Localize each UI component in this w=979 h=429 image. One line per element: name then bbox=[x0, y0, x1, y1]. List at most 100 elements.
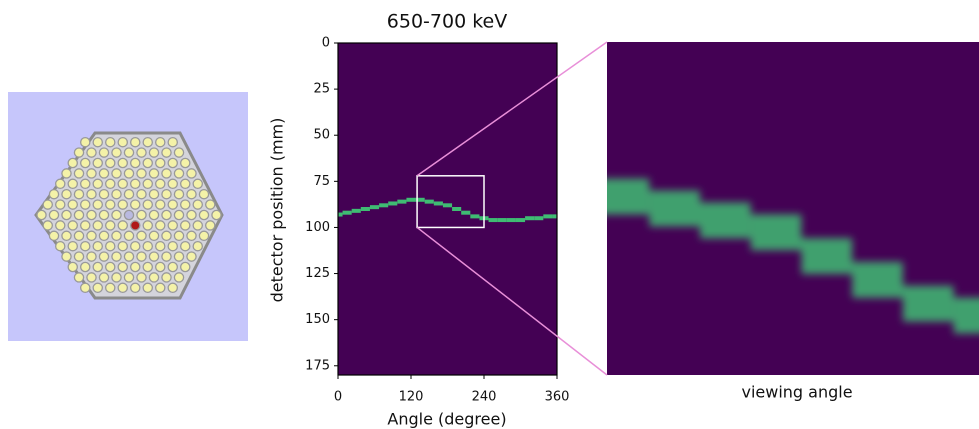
pin bbox=[111, 147, 122, 158]
y-tick-label: 50 bbox=[313, 128, 330, 143]
pin bbox=[154, 136, 166, 148]
pin bbox=[173, 230, 185, 242]
pin bbox=[61, 251, 72, 262]
pin bbox=[92, 199, 104, 210]
pin bbox=[142, 282, 153, 294]
pin bbox=[167, 261, 178, 273]
trace-cell bbox=[525, 216, 535, 221]
pin bbox=[161, 147, 172, 158]
zoom-trace-cell bbox=[801, 238, 853, 275]
y-tick-label: 150 bbox=[305, 312, 330, 327]
pin bbox=[73, 147, 85, 158]
pin bbox=[186, 188, 197, 200]
pin bbox=[117, 240, 129, 252]
pin bbox=[92, 220, 104, 231]
pin bbox=[105, 199, 116, 210]
pin bbox=[173, 188, 185, 200]
pin bbox=[86, 188, 97, 200]
zoom-trace-cell bbox=[649, 190, 700, 227]
x-axis-label: Angle (degree) bbox=[387, 410, 506, 429]
zoom-trace-cell bbox=[700, 202, 751, 239]
trace-cell bbox=[360, 207, 370, 211]
pin bbox=[179, 157, 191, 169]
pin bbox=[148, 272, 160, 283]
trace-cell bbox=[338, 212, 343, 217]
pin bbox=[167, 220, 178, 231]
pin bbox=[173, 147, 185, 158]
pin bbox=[80, 261, 91, 273]
y-axis-label: detector position (mm) bbox=[268, 118, 287, 303]
pin bbox=[42, 199, 54, 210]
trace-cell bbox=[442, 203, 453, 208]
pin bbox=[105, 282, 116, 294]
pin bbox=[123, 188, 135, 200]
pin bbox=[86, 272, 97, 283]
pin bbox=[86, 209, 97, 221]
pin bbox=[73, 230, 85, 242]
trace-cell bbox=[543, 214, 553, 219]
pin bbox=[154, 261, 166, 273]
pin bbox=[173, 251, 185, 262]
trace-cell bbox=[379, 203, 389, 208]
pin bbox=[136, 209, 147, 221]
pin bbox=[136, 168, 147, 179]
y-tick-label: 100 bbox=[305, 220, 330, 235]
y-tick-label: 0 bbox=[322, 36, 330, 51]
trace-cell bbox=[433, 201, 443, 206]
connector bbox=[416, 41, 608, 177]
pin bbox=[117, 199, 129, 210]
connector bbox=[416, 226, 608, 376]
pin bbox=[192, 240, 203, 252]
pin bbox=[98, 209, 110, 221]
pin bbox=[67, 157, 79, 169]
pin bbox=[73, 188, 85, 200]
trace-cell bbox=[534, 216, 544, 221]
pin bbox=[161, 230, 172, 242]
pin bbox=[111, 272, 122, 283]
pin bbox=[142, 220, 153, 231]
pin bbox=[142, 178, 153, 190]
pin bbox=[186, 230, 197, 242]
pin bbox=[148, 251, 160, 262]
pin bbox=[92, 240, 104, 252]
pin bbox=[73, 168, 85, 179]
pin bbox=[98, 251, 110, 262]
pin bbox=[80, 240, 91, 252]
trace-cell bbox=[470, 214, 480, 219]
pin bbox=[36, 209, 47, 221]
pin bbox=[129, 157, 141, 169]
pin bbox=[211, 209, 222, 221]
pin bbox=[117, 261, 129, 273]
pin bbox=[80, 199, 91, 210]
pin bbox=[154, 240, 166, 252]
pin bbox=[92, 178, 104, 190]
pin bbox=[105, 136, 116, 148]
pin bbox=[73, 251, 85, 262]
zoom-trace-cell bbox=[902, 285, 954, 322]
pin bbox=[173, 272, 185, 283]
trace-cell bbox=[424, 199, 434, 204]
pin bbox=[167, 136, 178, 148]
pin bbox=[98, 272, 110, 283]
pin bbox=[67, 178, 79, 190]
y-tick-label: 175 bbox=[305, 358, 330, 373]
y-tick-label: 75 bbox=[313, 174, 330, 189]
pin bbox=[123, 251, 135, 262]
y-tick-label: 125 bbox=[305, 266, 330, 281]
pin bbox=[117, 220, 129, 231]
pin bbox=[161, 168, 172, 179]
pin bbox=[192, 199, 203, 210]
pin bbox=[111, 209, 122, 221]
pin bbox=[179, 261, 191, 273]
zoom-image bbox=[607, 178, 979, 334]
pin bbox=[148, 147, 160, 158]
x-tick-label: 0 bbox=[334, 390, 342, 405]
pin bbox=[117, 136, 129, 148]
pin bbox=[179, 240, 191, 252]
pin bbox=[111, 251, 122, 262]
pin bbox=[61, 209, 72, 221]
pin bbox=[142, 199, 153, 210]
pin bbox=[105, 157, 116, 169]
pin bbox=[92, 136, 104, 148]
pin bbox=[55, 178, 66, 190]
